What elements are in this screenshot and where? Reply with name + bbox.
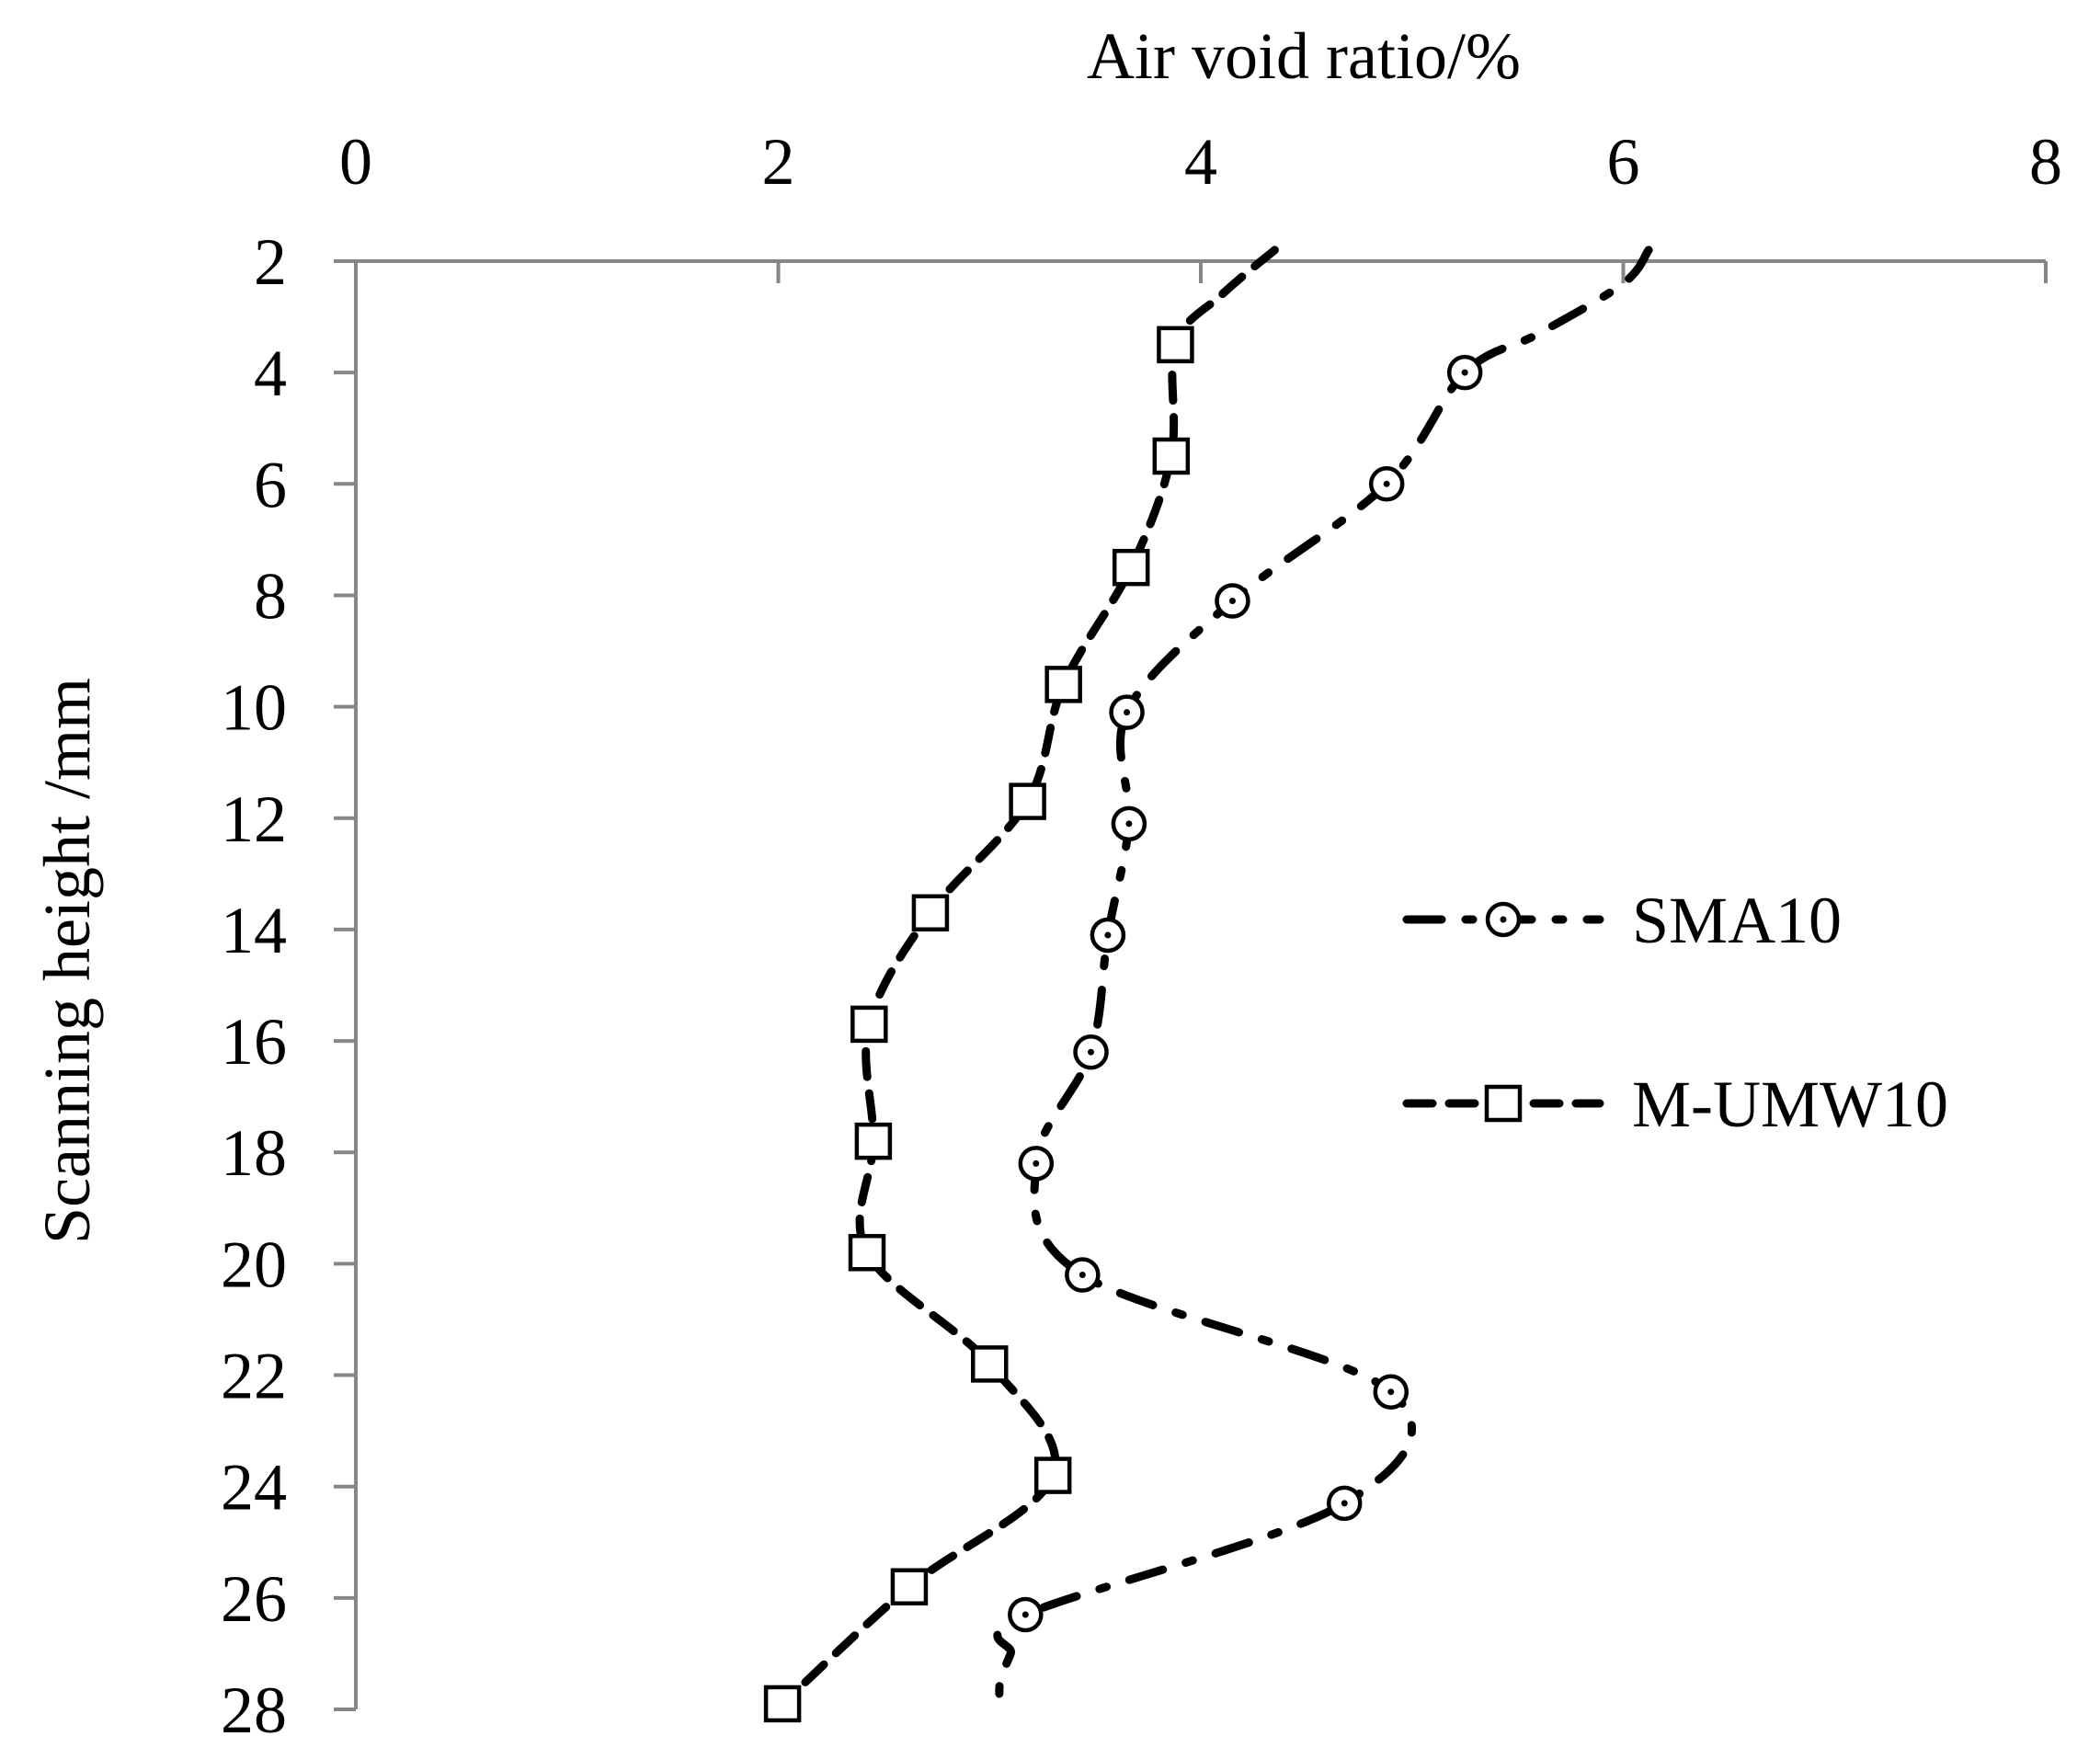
y-tick-label: 14 [221,894,287,967]
legend-label-sma10: SMA10 [1632,884,1842,957]
data-point-sma10 [1111,805,1147,842]
data-point-sma10 [1065,1257,1101,1293]
y-tick-label: 16 [221,1005,287,1079]
y-tick-label: 2 [254,225,287,299]
x-tick-label: 8 [2029,125,2062,199]
data-point-sma10 [1326,1485,1363,1522]
data-point-m-umw10 [850,1005,888,1044]
legend-label-m-umw10: M-UMW10 [1632,1068,1948,1141]
y-tick-label: 8 [254,559,287,633]
y-tick-label: 24 [221,1451,287,1525]
y-tick-label: 6 [254,448,287,521]
y-tick-label: 26 [221,1562,287,1636]
data-point-sma10 [1109,694,1145,730]
data-point-sma10 [1018,1146,1055,1182]
series-line-sma10 [993,246,1653,1714]
x-tick-label: 4 [1184,125,1217,199]
data-point-sma10 [1215,583,1250,619]
legend-marker-m-umw10 [1484,1084,1523,1123]
y-tick-label: 4 [254,337,287,410]
x-tick-label: 2 [762,125,795,199]
series-layer [778,246,1653,1714]
data-point-sma10 [1090,917,1126,954]
data-point-m-umw10 [1033,1456,1072,1494]
legend: SMA10 M-UMW10 [1402,884,1948,1141]
data-point-m-umw10 [848,1234,886,1272]
data-point-m-umw10 [763,1685,802,1723]
data-point-m-umw10 [1044,666,1082,703]
y-axis-title: Scanning height /mm [30,678,104,1244]
data-point-sma10 [1368,466,1405,502]
data-point-m-umw10 [1112,548,1150,587]
data-point-m-umw10 [1152,437,1191,475]
marker-layer [763,326,1483,1723]
y-tick-label: 20 [221,1228,287,1301]
data-point-m-umw10 [890,1568,929,1605]
data-point-m-umw10 [1157,326,1194,364]
y-tick-label: 28 [221,1673,287,1747]
data-point-m-umw10 [971,1345,1009,1383]
y-tick-label: 18 [221,1116,287,1190]
data-point-sma10 [1373,1374,1410,1410]
x-tick-label: 0 [339,125,372,199]
data-point-sma10 [1008,1596,1044,1633]
y-tick-label: 22 [221,1340,287,1413]
data-point-m-umw10 [854,1122,893,1160]
x-axis-title: Air void ratio/% [1087,19,1521,93]
data-point-m-umw10 [911,894,950,931]
y-tick-label: 12 [221,782,287,856]
data-point-sma10 [1446,354,1483,391]
x-tick-label: 6 [1607,125,1640,199]
series-line-m-umw10 [778,246,1279,1708]
legend-marker-sma10 [1485,901,1522,938]
x-axis: 0 2 4 6 8 [339,125,2062,283]
data-point-sma10 [1073,1034,1109,1070]
data-point-m-umw10 [1009,782,1046,820]
y-tick-label: 10 [221,671,287,745]
